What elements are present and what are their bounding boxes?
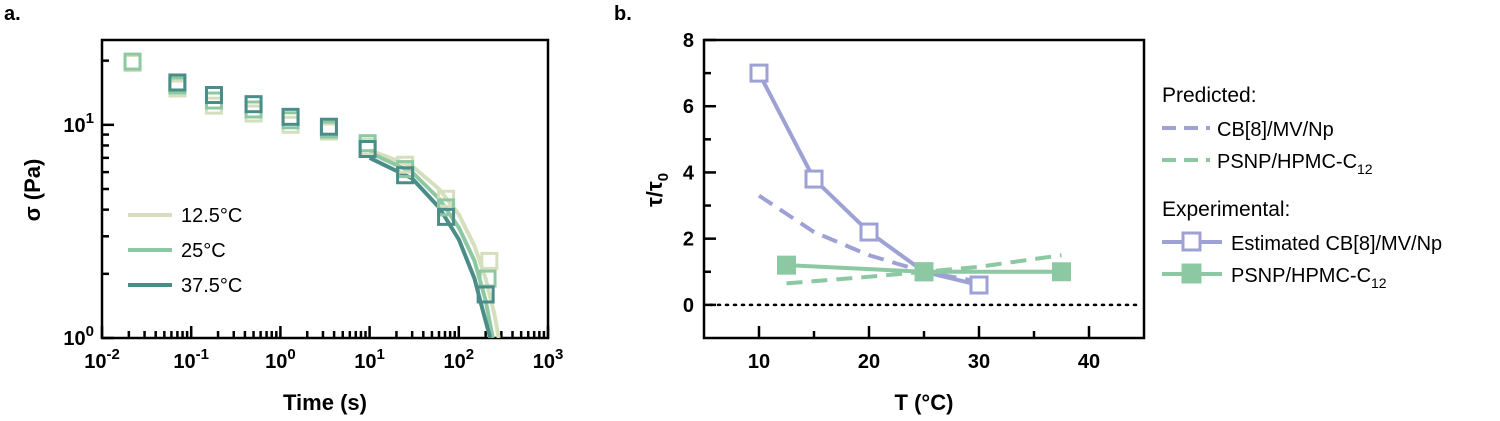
- fit-lines-a: [368, 148, 501, 338]
- data-point: [123, 52, 142, 71]
- y-tick-label: 100: [63, 323, 94, 350]
- data-point: [777, 255, 796, 275]
- data-point: [969, 275, 989, 295]
- y-axis-title-a: σ (Pa): [20, 159, 45, 222]
- legend-experimental-heading: Experimental:: [1162, 198, 1290, 221]
- data-point: [804, 169, 824, 189]
- x-tick-label: 30: [968, 351, 990, 373]
- x-tick-label: 10-1: [173, 346, 209, 373]
- series-b: [749, 63, 1071, 295]
- legend-b: Predicted: CB[8]/MV/Np PSNP/HPMC-C12 Exp…: [1162, 84, 1442, 291]
- legend-label-pred-cb8: CB[8]/MV/Np: [1217, 119, 1334, 141]
- data-point: [859, 222, 879, 242]
- data-point: [914, 262, 934, 282]
- y-axis-b: 0 2 4 6 8: [683, 30, 716, 317]
- plot-frame-b: [702, 38, 1146, 340]
- data-point: [358, 140, 377, 159]
- x-tick-label: 100: [265, 346, 296, 373]
- data-point: [480, 251, 499, 270]
- y-tick-label: 4: [683, 162, 695, 184]
- x-tick-label: 10-2: [84, 346, 120, 373]
- x-tick-label: 40: [1078, 351, 1100, 373]
- data-point: [168, 73, 187, 92]
- fit-line-2: [368, 156, 493, 338]
- legend-label-exp-cb8: Estimated CB[8]/MV/Np: [1231, 233, 1442, 255]
- fit-line-0: [368, 148, 501, 338]
- x-axis-b: 10 20 30 40: [748, 326, 1100, 373]
- x-axis-a: 10-2 10-1 100 101 102 103: [84, 326, 563, 373]
- panel-label-b: b.: [614, 3, 632, 25]
- panel-label-a: a.: [4, 3, 21, 25]
- y-axis-title-b: τ/τ0: [642, 173, 672, 207]
- x-tick-label: 102: [444, 346, 475, 373]
- legend-label: 25°C: [181, 240, 226, 262]
- x-axis-title-b: T (°C): [895, 390, 954, 415]
- data-point: [244, 100, 263, 119]
- x-tick-label: 101: [354, 346, 385, 373]
- legend-predicted-heading: Predicted:: [1162, 84, 1257, 107]
- y-tick-label: 6: [683, 96, 694, 118]
- data-point: [281, 107, 300, 126]
- data-point: [476, 285, 495, 304]
- x-tick-label: 103: [533, 346, 564, 373]
- data-point: [204, 96, 223, 115]
- data-point: [244, 95, 263, 114]
- chart-b: 10 20 30 40 0 2 4 6 8 T (°C) τ/τ0 Predicted: CB…: [642, 30, 1442, 415]
- x-axis-title-a: Time (s): [283, 390, 367, 415]
- legend-label: 37.5°C: [181, 275, 242, 297]
- legend-swatch-exp-psnp-marker: [1181, 263, 1202, 284]
- data-point: [396, 166, 415, 185]
- legend-a: 12.5°C 25°C 37.5°C: [128, 205, 242, 297]
- y-tick-label: 2: [683, 229, 694, 251]
- y-axis-a: 100 101: [63, 59, 114, 350]
- y-tick-label: 8: [683, 30, 694, 52]
- x-tick-label: 20: [858, 351, 880, 373]
- data-point: [204, 91, 223, 110]
- legend-label-exp-psnp: PSNP/HPMC-C12: [1231, 265, 1387, 291]
- data-point: [437, 207, 456, 226]
- data-point: [204, 86, 223, 105]
- chart-a: 10-2 10-1 100 101 102 103 100 101 12.5°C 25°C 37…: [20, 38, 563, 415]
- legend-swatch-exp-cb8-marker: [1181, 231, 1202, 252]
- data-point: [319, 117, 338, 136]
- y-tick-label: 0: [683, 295, 694, 317]
- data-point: [1052, 262, 1071, 282]
- legend-label: 12.5°C: [181, 205, 242, 227]
- data-point: [437, 198, 456, 217]
- y-tick-label: 101: [63, 110, 94, 137]
- legend-label-pred-psnp: PSNP/HPMC-C12: [1217, 151, 1373, 177]
- data-point: [749, 63, 769, 83]
- x-tick-label: 10: [748, 351, 770, 373]
- series-line-2: [757, 72, 980, 287]
- data-points-a: [123, 52, 499, 304]
- data-point: [244, 104, 263, 123]
